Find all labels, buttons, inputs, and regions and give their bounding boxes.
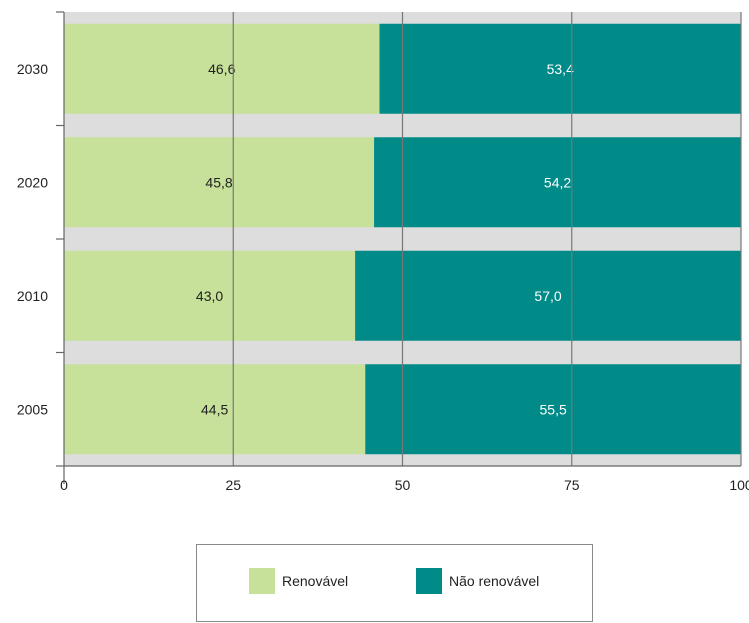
bar-nao-renovavel-2010 [355, 250, 741, 341]
data-label-nao-renovavel-2020: 54,2 [544, 174, 571, 190]
legend-swatch-nao-renovavel [416, 568, 442, 594]
bar-renovavel-2030 [64, 23, 380, 114]
x-tick-label-75: 75 [564, 477, 580, 493]
data-label-nao-renovavel-2010: 57,0 [534, 288, 561, 304]
x-tick-label-100: 100 [729, 477, 749, 493]
legend-swatch-renovavel [249, 568, 275, 594]
y-tick-label-2010: 2010 [17, 288, 48, 304]
bar-renovavel-2005 [64, 364, 366, 455]
bar-renovavel-2010 [64, 250, 356, 341]
data-label-nao-renovavel-2005: 55,5 [540, 401, 567, 417]
data-label-renovavel-2005: 44,5 [201, 401, 228, 417]
legend-item-renovavel: Renovável [249, 568, 348, 594]
bar-renovavel-2020 [64, 137, 375, 228]
stacked-bar-chart: 46,6 53,4 2030 45,8 54,2 2020 43,0 57,0 2010 44,5… [17, 11, 749, 493]
legend-label-nao-renovavel: Não renovável [449, 573, 540, 589]
data-label-renovavel-2010: 43,0 [196, 288, 223, 304]
bar-nao-renovavel-2020 [374, 137, 741, 228]
x-tick-label-25: 25 [225, 477, 241, 493]
chart-legend: Renovável Não renovável [196, 544, 593, 622]
legend-label-renovavel: Renovável [282, 573, 349, 589]
bar-nao-renovavel-2005 [365, 364, 741, 455]
x-tick-label-50: 50 [395, 477, 411, 493]
legend-item-nao-renovavel: Não renovável [416, 568, 539, 594]
y-tick-label-2030: 2030 [17, 61, 48, 77]
y-tick-label-2005: 2005 [17, 401, 48, 417]
data-label-renovavel-2020: 45,8 [205, 174, 232, 190]
data-label-nao-renovavel-2030: 53,4 [547, 61, 574, 77]
x-tick-label-0: 0 [60, 477, 68, 493]
data-label-renovavel-2030: 46,6 [208, 61, 235, 77]
y-tick-label-2020: 2020 [17, 174, 48, 190]
bar-nao-renovavel-2030 [379, 23, 741, 114]
